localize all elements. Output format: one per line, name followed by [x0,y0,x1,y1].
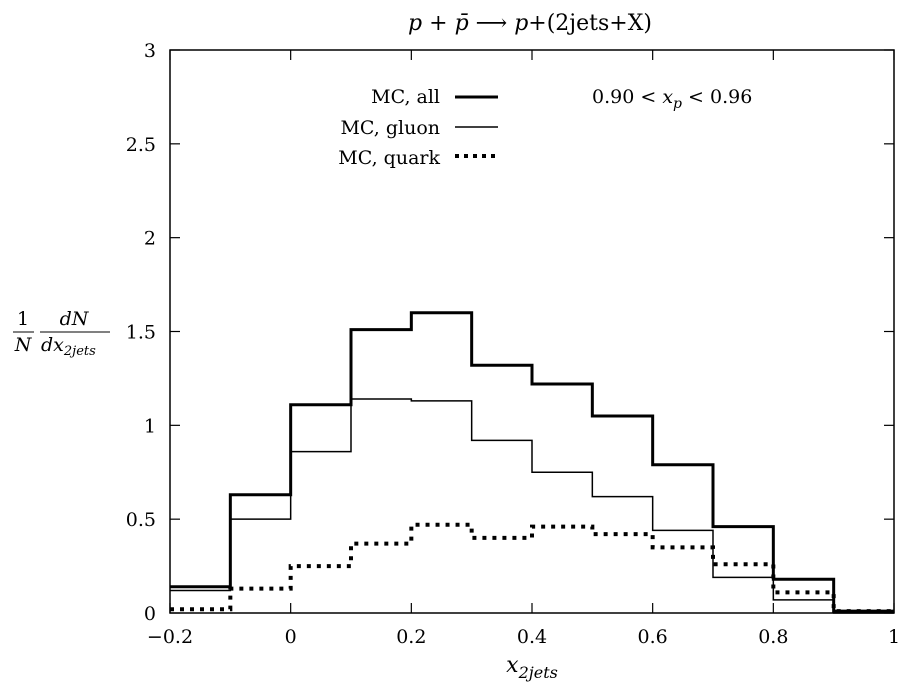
legend-label-gluon: MC, gluon [340,117,440,139]
x-tick-label: 0 [285,626,297,648]
annotation-rhs: < 0.96 [688,86,752,108]
y-label-frac2-den: dx2jets [41,334,96,359]
y-axis-label: 1 N dN dx2jets [13,308,110,359]
x-tick-label: 0.8 [758,626,788,648]
title-arrow: ⟶ [469,11,515,36]
y-tick-label: 0 [144,603,156,625]
y-tick-label: 0.5 [126,509,156,531]
title-p2: p [514,11,528,36]
legend: MC, all MC, gluon MC, quark [338,86,498,169]
legend-label-quark: MC, quark [338,147,440,169]
y-tick-label: 3 [144,40,156,62]
legend-label-all: MC, all [371,86,440,108]
x-axis-label-main: x [506,653,519,678]
title-plus: + [422,11,454,36]
range-annotation: 0.90 < xp < 0.96 [592,86,752,113]
y-tick-label: 1 [144,415,156,437]
x-tick-label: −0.2 [147,626,193,648]
series-layer [170,311,894,614]
annotation-lhs: 0.90 < [592,86,656,108]
title-rest: +(2jets+X) [528,11,652,36]
y-label-frac1-num: 1 [17,308,29,330]
annotation-var-sub: p [673,96,682,112]
x-tick-label: 0.6 [638,626,668,648]
y-tick-label: 2 [144,228,156,250]
x-axis-label: x2jets [506,653,558,682]
x-axis-ticks: −0.2 0 0.2 0.4 0.6 0.8 1 [147,50,900,648]
y-label-frac2-den-sub: 2jets [63,344,96,359]
y-tick-label: 1.5 [126,322,156,344]
y-axis-ticks: 0 0.5 1 1.5 2 2.5 3 [126,40,894,625]
y-label-frac2-den-main: dx [41,334,64,356]
x-tick-label: 0.4 [517,626,547,648]
x-tick-label: 1 [888,626,900,648]
x-axis-label-sub: 2jets [518,663,558,682]
x-tick-label: 0.2 [396,626,426,648]
series-line-mc--all [170,311,894,613]
y-label-frac1-den: N [14,334,33,356]
annotation-var: x [662,86,673,108]
series-line-mc--gluon [170,398,894,614]
title-pbar: p̄ [455,11,469,36]
y-tick-label: 2.5 [126,134,156,156]
chart-title: p + p̄ ⟶ p+(2jets+X) [408,11,652,36]
title-p1: p [408,11,422,36]
y-label-frac2-num: dN [60,308,90,330]
series-line-mc--quark [170,522,894,614]
